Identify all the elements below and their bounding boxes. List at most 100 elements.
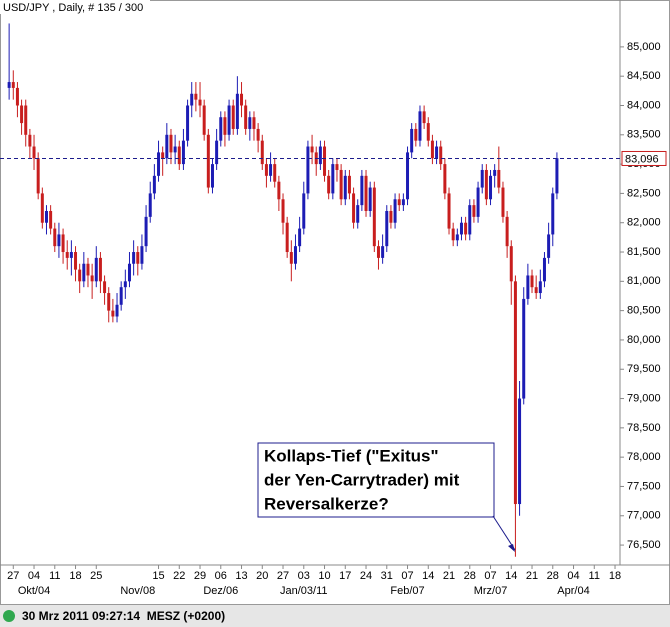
x-tick-label: 20 (256, 570, 268, 582)
candle-body (472, 205, 476, 217)
y-tick-label: 76,500 (627, 539, 661, 551)
candle-body (364, 175, 368, 211)
candle-body (360, 175, 364, 206)
candle-body (285, 222, 289, 253)
candle-body (464, 222, 468, 235)
candle-body (372, 187, 376, 247)
candle-body (397, 199, 401, 206)
candle-body (15, 87, 19, 106)
candle-body (244, 105, 248, 129)
annotation: Reversalkerze? (264, 494, 389, 513)
candle-body (40, 193, 44, 223)
candle-body (551, 193, 555, 235)
candle-body (210, 164, 214, 188)
candle-body (231, 105, 235, 129)
candle-body (127, 263, 131, 282)
candle-body (302, 193, 306, 229)
candle-body (430, 140, 434, 159)
last-price-label: 83,096 (625, 153, 659, 165)
x-tick-label: 04 (567, 570, 579, 582)
candle-body (119, 287, 123, 305)
candle-body (90, 275, 94, 282)
candle-body (501, 187, 505, 217)
plot (7, 23, 559, 557)
candle-body (513, 281, 517, 505)
x-tick-label: 14 (422, 570, 434, 582)
candle-body (451, 228, 455, 241)
candle-body (215, 140, 219, 165)
x-tick-label: 04 (28, 570, 40, 582)
candle-body (202, 105, 206, 135)
candle-body (235, 93, 239, 129)
y-tick-label: 85,000 (627, 41, 661, 53)
arrow-head (508, 544, 515, 552)
candle-body (111, 310, 115, 317)
y-tick-label: 83,500 (627, 129, 661, 141)
candle-body (219, 117, 223, 141)
status-bar (0, 605, 670, 627)
candle-body (455, 234, 459, 241)
candle-body (161, 152, 165, 159)
candle-body (298, 228, 302, 247)
candle-body (352, 193, 356, 223)
candle-body (223, 117, 227, 135)
candle-body (393, 199, 397, 223)
candle-body (489, 175, 493, 200)
candle-body (273, 164, 277, 182)
candle-body (132, 252, 136, 264)
candle-body (381, 246, 385, 258)
x-tick-label: 14 (505, 570, 517, 582)
candle-body (376, 246, 380, 258)
y-tick-label: 80,500 (627, 305, 661, 317)
title-bg (0, 0, 150, 14)
x-tick-label: 27 (277, 570, 289, 582)
candle-body (252, 117, 256, 129)
annotation-arrow (492, 515, 516, 551)
x-tick-label: 13 (235, 570, 247, 582)
y-tick-label: 78,500 (627, 422, 661, 434)
candle-body (94, 257, 98, 282)
candle-body (11, 82, 15, 88)
x-tick-label: 07 (401, 570, 413, 582)
candle-body (20, 105, 24, 124)
candle-body (555, 158, 559, 194)
x-tick-label: 29 (194, 570, 206, 582)
candle-body (86, 263, 90, 276)
candle-body (335, 164, 339, 170)
x-tick-label: 10 (318, 570, 330, 582)
last-price-box (621, 150, 667, 166)
candle-body (401, 199, 405, 206)
candle-body (522, 298, 526, 399)
x-tick-label: 22 (173, 570, 185, 582)
candle-body (410, 128, 414, 153)
candle-body (447, 193, 451, 229)
x-tick-label: 03 (298, 570, 310, 582)
candle-body (289, 252, 293, 264)
candle-body (65, 252, 69, 258)
candle-body (414, 128, 418, 141)
candle-body (538, 281, 542, 294)
candle-body (98, 257, 102, 282)
candle-body (74, 252, 78, 270)
candle-body (53, 228, 57, 247)
y-tick-label: 82,000 (627, 217, 661, 229)
candle-body (389, 210, 393, 223)
candle-body (123, 281, 127, 288)
candle-body (49, 210, 53, 229)
candle-body (439, 146, 443, 165)
y-tick-label: 80,000 (627, 334, 661, 346)
candle-body (327, 175, 331, 194)
x-tick-label: 28 (547, 570, 559, 582)
candle-body (240, 93, 244, 106)
candle-body (518, 398, 522, 505)
month-label: Okt/04 (18, 585, 50, 597)
candle-body (28, 134, 32, 147)
candle-body (82, 263, 86, 282)
candle-body (509, 246, 513, 282)
candle-body (497, 169, 501, 188)
candle-body (468, 205, 472, 235)
y-tick-label: 84,500 (627, 70, 661, 82)
candle-body (152, 175, 156, 194)
candle-body (115, 304, 119, 317)
